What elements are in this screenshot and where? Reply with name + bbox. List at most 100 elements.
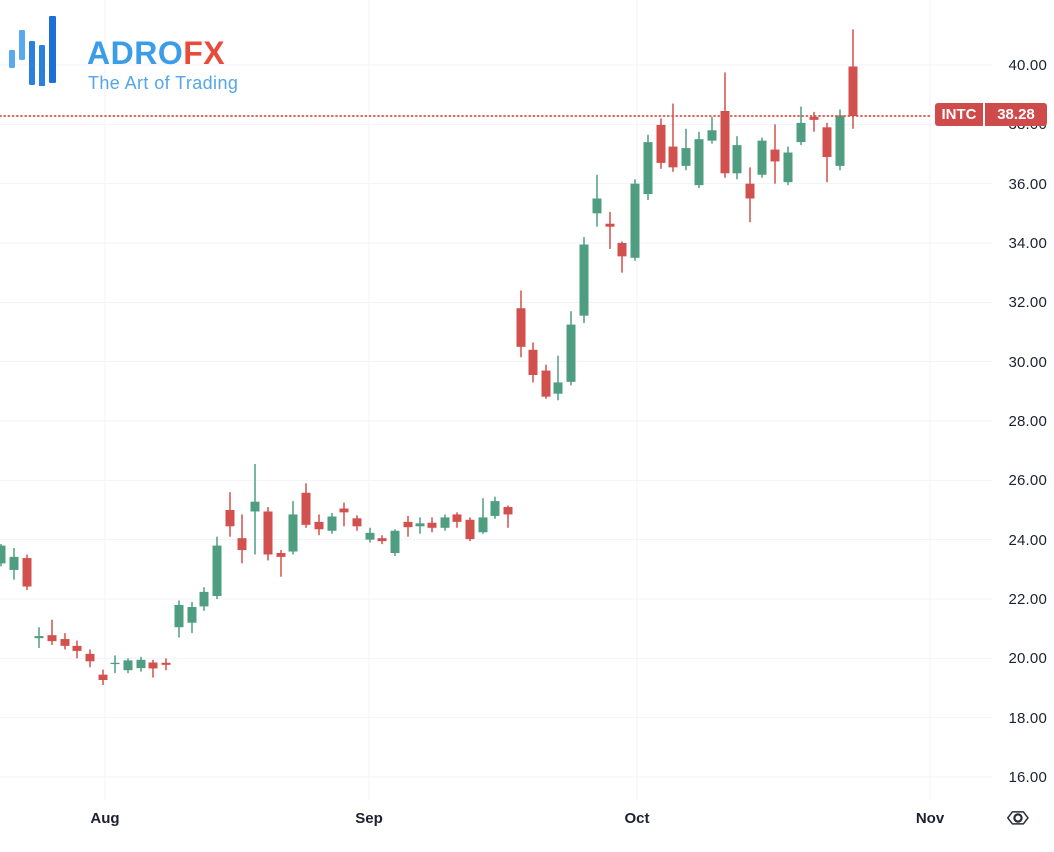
adrofx-bars-icon [9, 16, 56, 86]
candle [174, 600, 184, 638]
candle-body [339, 508, 349, 513]
price-tick-label: 28.00 [1008, 413, 1047, 430]
candle-body [478, 517, 488, 533]
candle-body [199, 591, 209, 607]
candle [237, 514, 247, 564]
candle [263, 507, 273, 561]
candle-body [136, 659, 146, 669]
candle [796, 106, 806, 146]
candle-body [643, 142, 653, 195]
candle-body [490, 501, 500, 516]
candle-body [757, 140, 767, 175]
candle-body [541, 370, 551, 397]
candle-body [707, 130, 717, 141]
price-tick-label: 24.00 [1008, 531, 1047, 549]
candle-body [668, 146, 678, 168]
candle-body [403, 521, 413, 528]
candle [707, 116, 717, 144]
candle [630, 179, 640, 261]
candle [643, 134, 653, 200]
candle-body [835, 115, 845, 166]
candle [110, 655, 120, 674]
candle [365, 527, 375, 543]
candle [566, 311, 576, 386]
candle-body [9, 556, 19, 570]
candle [503, 505, 513, 528]
time-tick-label: Nov [915, 810, 945, 827]
candle [390, 529, 400, 556]
candle-body [187, 607, 197, 623]
price-axis[interactable]: 40.0038.0036.0034.0032.0030.0028.0026.00… [988, 0, 1054, 800]
candle-body [85, 653, 95, 662]
candle-body [732, 145, 742, 174]
candle [161, 658, 171, 671]
candle [72, 640, 82, 659]
candle [377, 535, 387, 545]
candle [288, 501, 298, 555]
candle [98, 669, 108, 686]
candle [427, 517, 437, 533]
candle [528, 342, 538, 383]
candle [605, 211, 615, 249]
candle-body [566, 324, 576, 382]
logo-bar [19, 30, 25, 60]
candle [415, 517, 425, 534]
candle [22, 554, 32, 591]
time-tick-label: Oct [624, 810, 650, 827]
candle [809, 111, 819, 132]
candle [745, 167, 755, 223]
candle-body [237, 538, 247, 551]
price-tick-label: 22.00 [1008, 591, 1047, 608]
candle [694, 131, 704, 189]
candle-body [0, 545, 6, 564]
candle-body [783, 152, 793, 183]
candle [352, 515, 362, 531]
price-tick-label: 40.00 [1008, 57, 1047, 74]
candle-body [263, 511, 273, 555]
candle-body [288, 514, 298, 552]
candle [47, 619, 57, 645]
candle-body [605, 223, 615, 227]
logo-bar [9, 50, 15, 68]
candle-body [452, 514, 462, 522]
candle-body [720, 110, 730, 174]
candle-body [352, 518, 362, 527]
candle [34, 627, 44, 648]
candle-body [630, 183, 640, 258]
candle-body [503, 507, 513, 515]
candle [656, 118, 666, 169]
candle-body [656, 124, 666, 163]
candle [327, 512, 337, 534]
logo-bar [49, 16, 56, 83]
candle-body [174, 604, 184, 628]
candle [440, 514, 450, 531]
adrofx-logo: ADROFX The Art of Trading [0, 0, 270, 110]
brand-tagline: The Art of Trading [88, 73, 239, 93]
candle-body [301, 492, 311, 525]
candle [314, 514, 324, 536]
logo-bar [29, 41, 35, 85]
time-tick-label: Sep [355, 810, 383, 827]
time-axis[interactable]: Aug Sep Oct Nov [0, 800, 1054, 852]
price-tick-label: 30.00 [1008, 353, 1047, 371]
candle [770, 124, 780, 184]
candle-body [617, 243, 627, 257]
price-tick-label: 36.00 [1008, 175, 1047, 193]
candle [668, 103, 678, 172]
candle-body [822, 127, 832, 157]
candle-body [98, 674, 108, 680]
candle [85, 649, 95, 668]
price-tick-label: 20.00 [1008, 650, 1047, 668]
price-tick-label: 18.00 [1008, 709, 1047, 727]
candle [452, 512, 462, 528]
candle [720, 72, 730, 178]
axis-settings-icon[interactable] [1005, 805, 1031, 831]
candle-body [365, 532, 375, 540]
candle-body [528, 349, 538, 376]
last-price-badge: INTC 38.28 [935, 103, 1047, 126]
candle-body [60, 639, 70, 646]
candle-body [161, 662, 171, 665]
candle [681, 128, 691, 171]
price-tick-label: 34.00 [1008, 235, 1047, 252]
